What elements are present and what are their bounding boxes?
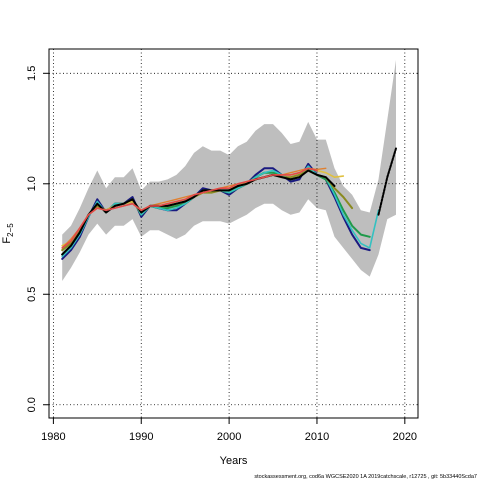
series-layer [61, 147, 397, 260]
series-line-7 [61, 167, 318, 249]
confidence-band [62, 60, 396, 281]
series-line-8 [377, 147, 397, 216]
y-tick-label-1: 0.5 [26, 287, 38, 302]
y-tick-label-2: 1.0 [26, 176, 38, 191]
x-tick-label-1: 1990 [129, 431, 153, 443]
y-axis-title: F2−5 [1, 223, 15, 244]
confidence-band-layer [62, 60, 396, 281]
axis-layer: 1980 1990 2000 2010 2020 0.0 0.5 1.0 1.5 [26, 66, 417, 443]
x-tick-label-3: 2010 [305, 431, 329, 443]
y-tick-label-3: 1.5 [26, 66, 38, 81]
x-tick-label-4: 2020 [393, 431, 417, 443]
x-tick-label-0: 1980 [41, 431, 65, 443]
plot-frame [48, 48, 419, 419]
y-axis-title-main: F [1, 237, 13, 244]
y-tick-label-0: 0.0 [26, 397, 38, 412]
x-tick-label-2: 2000 [217, 431, 241, 443]
footnote: stockassessment.org, cod6a WGCSE2020 1A … [254, 474, 477, 480]
x-axis-title: Years [220, 455, 248, 467]
y-axis-title-subscript: 2−5 [6, 223, 15, 237]
